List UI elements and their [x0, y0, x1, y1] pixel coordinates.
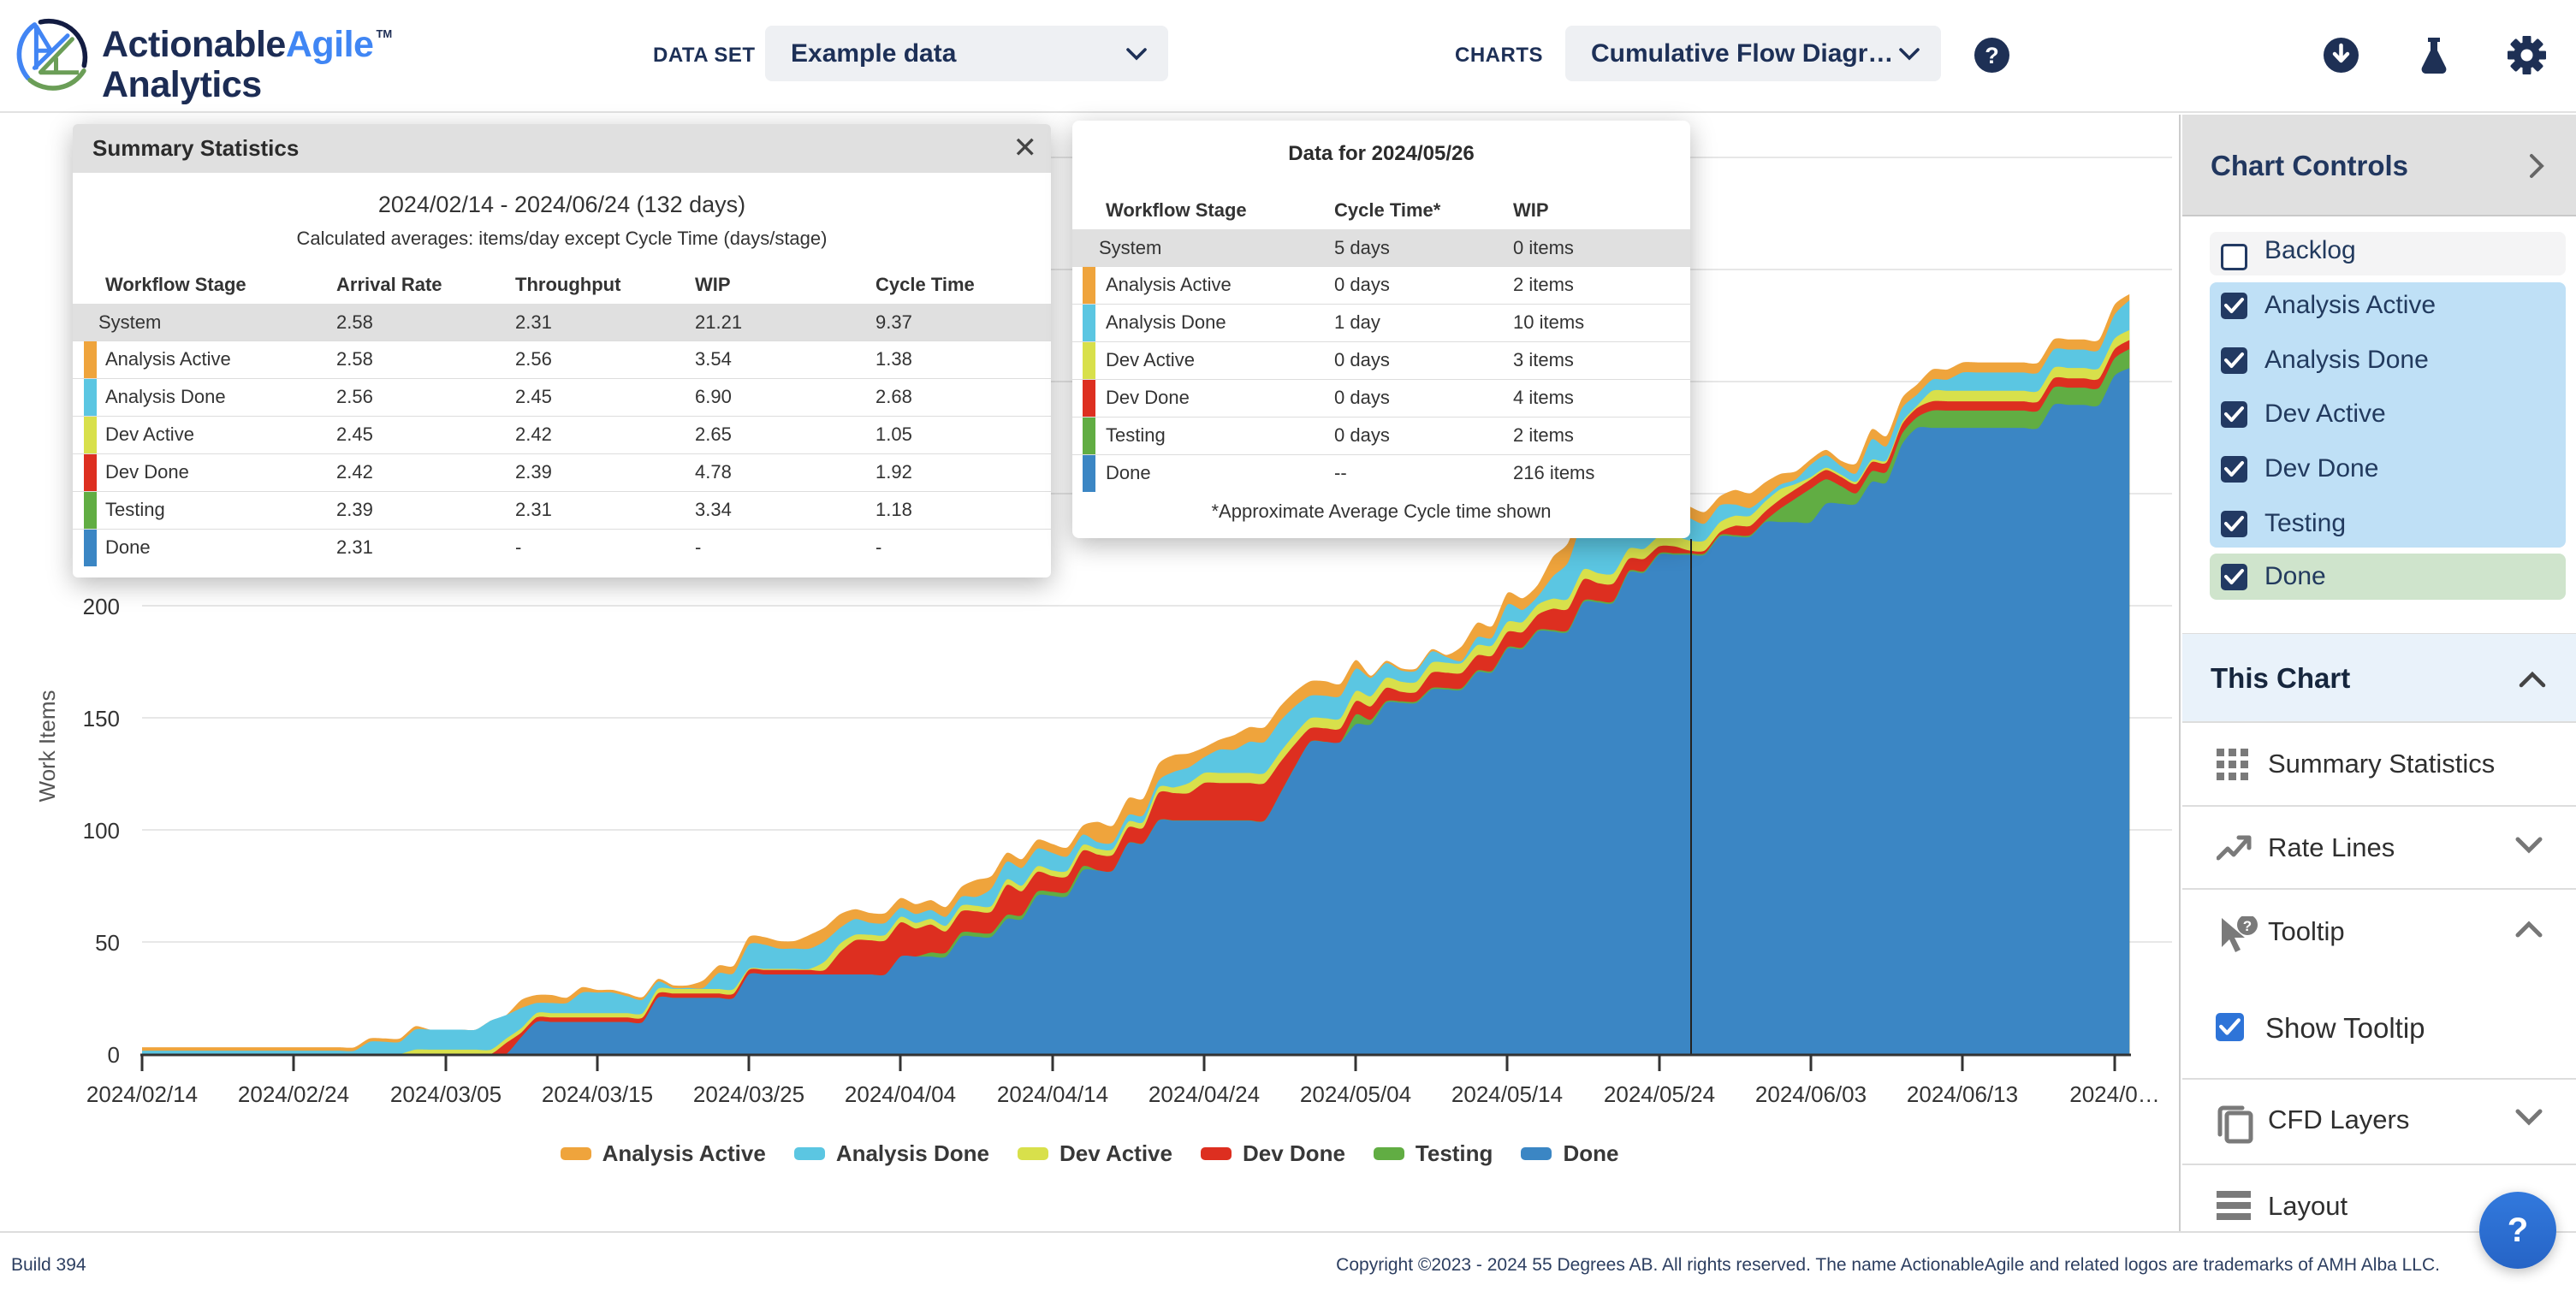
svg-text:2024/05/24: 2024/05/24 — [1604, 1081, 1715, 1107]
svg-text:2024/04/24: 2024/04/24 — [1149, 1081, 1260, 1107]
svg-text:2024/02/24: 2024/02/24 — [238, 1081, 349, 1107]
svg-text:50: 50 — [95, 930, 120, 956]
svg-text:150: 150 — [83, 706, 120, 731]
svg-text:2024/03/25: 2024/03/25 — [693, 1081, 804, 1107]
svg-text:0: 0 — [108, 1042, 120, 1068]
svg-text:2024/0…: 2024/0… — [2069, 1081, 2160, 1107]
svg-text:2024/05/04: 2024/05/04 — [1300, 1081, 1411, 1107]
svg-text:100: 100 — [83, 818, 120, 844]
svg-text:2024/04/14: 2024/04/14 — [997, 1081, 1108, 1107]
svg-text:2024/06/03: 2024/06/03 — [1755, 1081, 1867, 1107]
svg-text:?: ? — [2243, 918, 2252, 934]
svg-text:?: ? — [1985, 43, 1999, 68]
svg-text:2024/06/13: 2024/06/13 — [1907, 1081, 2018, 1107]
svg-text:200: 200 — [83, 594, 120, 619]
svg-text:2024/04/04: 2024/04/04 — [845, 1081, 956, 1107]
svg-text:2024/03/05: 2024/03/05 — [390, 1081, 502, 1107]
svg-text:Work Items: Work Items — [34, 690, 60, 802]
svg-text:2024/05/14: 2024/05/14 — [1451, 1081, 1563, 1107]
svg-text:2024/03/15: 2024/03/15 — [542, 1081, 653, 1107]
svg-text:2024/02/14: 2024/02/14 — [86, 1081, 198, 1107]
